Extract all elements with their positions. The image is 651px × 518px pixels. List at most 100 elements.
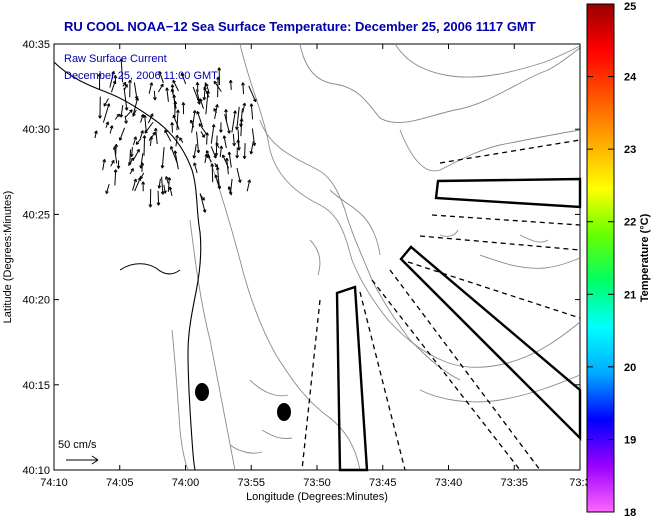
current-vector [97,73,102,89]
current-vector [109,70,116,88]
current-vector [133,82,139,100]
current-vector [124,115,128,124]
current-vector [160,147,165,169]
current-vector [143,114,147,132]
current-vector [227,151,232,168]
current-vector [175,134,179,147]
current-vector [219,145,224,158]
current-vector [122,81,127,87]
current-vector [235,147,240,159]
sampling-boxes [335,177,582,472]
current-vector [173,101,178,118]
current-vector [148,131,156,141]
current-vector [210,146,217,159]
current-vector [167,177,172,192]
current-vector [246,179,252,192]
box-vertical [335,285,369,472]
current-vector [102,159,107,171]
current-vector [129,168,134,175]
x-tick-label: 73:40 [435,477,463,489]
current-vector [98,96,102,119]
current-vector [113,169,118,186]
current-vector [225,157,229,175]
current-vector [179,137,184,143]
colorbar-tick-label: 25 [624,1,636,13]
current-vector [123,87,129,111]
current-vector [217,67,222,85]
colorbar-tick-label: 21 [624,289,636,301]
current-vector [105,121,110,128]
y-tick-label: 40:30 [22,124,50,136]
current-vector [157,83,164,93]
current-vector [242,102,247,113]
colorbar-tick-label: 22 [624,217,636,229]
current-vector [125,109,133,118]
current-vector [132,178,138,191]
current-vector [157,178,162,189]
current-vector [116,160,121,169]
current-vector [192,86,201,105]
current-vector [135,137,142,145]
y-axis-label: Latitude (Degrees:Minutes) [2,191,14,324]
current-vector [224,113,231,134]
current-vector [132,109,137,117]
current-vector [193,162,198,174]
current-vector [160,176,165,195]
current-vector [236,167,242,183]
scale-arrow [66,455,99,465]
current-vector [105,184,110,195]
station-marker-1 [195,383,209,401]
current-vector [119,58,124,83]
current-vector [205,83,210,94]
current-vectors [94,58,257,213]
colorbar-tick-label: 18 [624,507,636,518]
colorbar-tick-label: 24 [624,72,637,84]
current-vector [110,159,115,167]
current-vector [109,125,114,134]
map-frame [53,43,581,471]
current-vector [139,153,144,169]
shoreline-inlet [119,263,181,275]
current-vector [142,135,147,156]
colorbar-tick-label: 23 [624,144,636,156]
colorbar-ticks: 25 24 23 22 21 20 19 18 [587,1,637,518]
current-vector [214,104,219,119]
current-vector [199,193,207,213]
x-tick-label: 73:55 [237,477,265,489]
x-tick-label: 73:35 [500,477,528,489]
current-vector [148,188,153,208]
colorbar-tick-label: 19 [624,434,636,446]
current-vector [231,110,237,133]
current-vector [173,150,179,170]
current-vector [200,131,205,138]
current-vector [165,87,169,102]
current-vector [214,174,220,187]
x-tick-label: 73:45 [369,477,397,489]
figure-title: RU COOL NOAA−12 Sea Surface Temperature:… [64,19,536,34]
current-vector [114,113,120,120]
current-vector [127,157,134,167]
current-vector [210,124,216,144]
current-vector [113,75,118,84]
current-vector [119,104,124,118]
transect-lines [301,139,581,471]
y-axis-ticks: 40:35 40:30 40:25 40:20 40:15 40:10 [22,39,580,477]
current-vector [189,119,195,128]
station-marker-2 [277,403,291,421]
current-vector [172,79,179,92]
x-tick-label: 74:00 [172,477,200,489]
current-vector [163,184,167,194]
current-vector [170,84,175,93]
box-diagonal [399,245,582,441]
current-vector [132,136,138,146]
current-vector [168,186,173,197]
current-vector [227,186,233,196]
colorbar-tick-label: 20 [624,362,636,374]
current-vector [102,103,111,123]
current-vector [147,113,154,124]
current-vector [165,176,169,184]
colorbar-label: Temperature (°C) [639,213,651,302]
current-vector [170,122,174,133]
current-vector [241,82,245,95]
y-tick-label: 40:10 [22,465,50,477]
